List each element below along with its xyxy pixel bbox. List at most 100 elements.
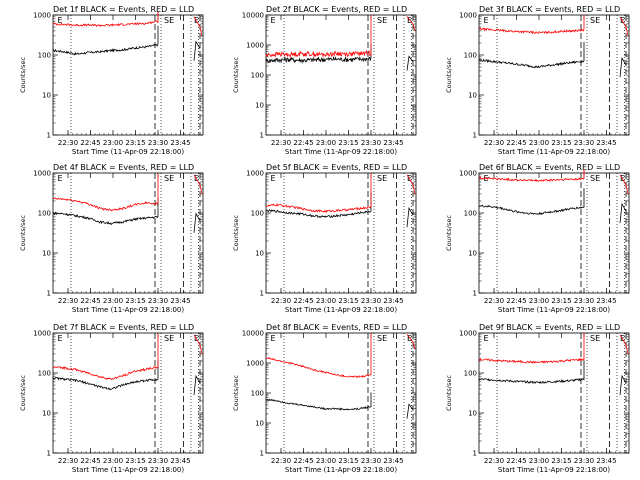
y-tick-label: 1000: [459, 330, 477, 338]
x-tick-label: 22:30: [58, 139, 78, 147]
series-fragment: [619, 56, 627, 78]
x-tick-label: 23:30: [361, 297, 381, 305]
event-marker: E: [407, 334, 412, 343]
series-line-events: [478, 52, 585, 69]
x-tick-label: 23:15: [338, 139, 358, 147]
event-marker: E: [58, 16, 63, 25]
event-marker: SE: [590, 16, 600, 25]
x-tick-label: 22:30: [58, 457, 78, 465]
y-tick-label: 100: [251, 390, 264, 398]
x-tick-label: 22:45: [293, 457, 313, 465]
series-fragment: [406, 55, 414, 71]
plot-frame: [265, 172, 417, 294]
event-marker: SE: [164, 334, 174, 343]
x-tick-label: 22:30: [484, 297, 504, 305]
panel-title: Det 8f BLACK = Events, RED = LLD: [266, 323, 407, 332]
x-axis-label: Start Time (11-Apr-09 22:18:00): [498, 306, 610, 314]
y-tick-label: 1000: [33, 170, 51, 178]
x-tick-label: 23:15: [125, 139, 145, 147]
y-tick-label: 1: [260, 290, 264, 298]
x-tick-label: 22:30: [484, 139, 504, 147]
panel-5f: Det 5f BLACK = Events, RED = LLD 1 10 100 10…: [232, 163, 417, 314]
series-fragment: [193, 40, 201, 61]
y-axis-label: Counts/sec: [445, 215, 453, 251]
x-tick-label: 22:30: [271, 297, 291, 305]
series-fragment: [193, 16, 203, 37]
y-tick-label: 1000: [33, 330, 51, 338]
x-axis-label: Start Time (11-Apr-09 22:18:00): [72, 148, 184, 156]
series-fragment: [193, 174, 203, 195]
y-tick-label: 10: [255, 102, 264, 110]
x-tick-label: 23:30: [148, 297, 168, 305]
x-tick-label: 23:30: [148, 457, 168, 465]
y-tick-label: 1000: [246, 360, 264, 368]
y-tick-label: 1: [473, 450, 477, 458]
panel-6f: Det 6f BLACK = Events, RED = LLD 1 10 100 10…: [445, 163, 630, 314]
y-tick-label: 1: [473, 132, 477, 140]
x-tick-label: 22:45: [80, 139, 100, 147]
plot-frame: [478, 14, 630, 136]
y-tick-label: 1: [47, 450, 51, 458]
panel-title: Det 6f BLACK = Events, RED = LLD: [479, 163, 620, 172]
x-tick-label: 23:15: [125, 297, 145, 305]
y-tick-label: 10: [42, 410, 51, 418]
series-line-lld: [52, 194, 159, 212]
event-marker: SE: [164, 174, 174, 183]
y-tick-label: 1: [47, 290, 51, 298]
x-tick-label: 22:45: [80, 297, 100, 305]
x-tick-label: 23:15: [551, 297, 571, 305]
series-line-lld: [478, 169, 585, 183]
panel-title: Det 1f BLACK = Events, RED = LLD: [53, 5, 194, 14]
x-tick-label: 23:15: [125, 457, 145, 465]
plot-frame: [52, 332, 204, 454]
x-tick-label: 23:15: [338, 297, 358, 305]
series-line-lld: [265, 197, 372, 214]
y-tick-label: 1000: [459, 170, 477, 178]
x-tick-label: 23:45: [170, 457, 190, 465]
series-fragment: [619, 374, 627, 396]
x-tick-label: 23:30: [148, 139, 168, 147]
panel-4f: Det 4f BLACK = Events, RED = LLD 1 10 100 10…: [19, 163, 204, 314]
x-axis-label: Start Time (11-Apr-09 22:18:00): [72, 306, 184, 314]
x-tick-label: 23:15: [338, 457, 358, 465]
y-axis-label: Counts/sec: [232, 57, 240, 93]
event-marker: SE: [164, 16, 174, 25]
y-tick-label: 100: [464, 370, 477, 378]
series-fragment: [193, 374, 201, 396]
x-tick-label: 23:00: [529, 457, 549, 465]
x-tick-label: 23:00: [103, 139, 123, 147]
y-axis-label: Counts/sec: [445, 57, 453, 93]
panel-1f: Det 1f BLACK = Events, RED = LLD 1 10 100 10…: [19, 5, 204, 156]
x-tick-label: 23:15: [551, 139, 571, 147]
event-marker: SE: [377, 334, 387, 343]
x-tick-label: 23:45: [596, 297, 616, 305]
event-marker: E: [58, 174, 63, 183]
x-tick-label: 23:45: [596, 139, 616, 147]
y-axis-label: Counts/sec: [445, 375, 453, 411]
series-fragment: [406, 174, 416, 195]
y-tick-label: 1: [473, 290, 477, 298]
x-tick-label: 23:30: [574, 457, 594, 465]
event-marker: E: [484, 16, 489, 25]
panel-2f: Det 2f BLACK = Events, RED = LLD 1 10 100 10…: [232, 5, 417, 156]
x-tick-label: 23:00: [316, 297, 336, 305]
panel-title: Det 3f BLACK = Events, RED = LLD: [479, 5, 620, 14]
series-line-events: [52, 207, 159, 226]
series-line-events: [265, 202, 372, 218]
y-tick-label: 1: [47, 132, 51, 140]
y-tick-label: 1000: [246, 170, 264, 178]
x-tick-label: 23:45: [383, 297, 403, 305]
x-axis-label: Start Time (11-Apr-09 22:18:00): [285, 466, 397, 474]
series-fragment: [193, 212, 201, 233]
event-marker: E: [271, 174, 276, 183]
series-line-lld: [52, 357, 159, 381]
panel-title: Det 2f BLACK = Events, RED = LLD: [266, 5, 407, 14]
event-marker: E: [271, 16, 276, 25]
series-line-events: [478, 197, 585, 216]
series-line-events: [265, 51, 372, 65]
y-tick-label: 10: [468, 410, 477, 418]
y-tick-label: 1: [260, 450, 264, 458]
plot-frame: [478, 172, 630, 294]
series-fragment: [193, 334, 203, 355]
event-marker: SE: [377, 174, 387, 183]
